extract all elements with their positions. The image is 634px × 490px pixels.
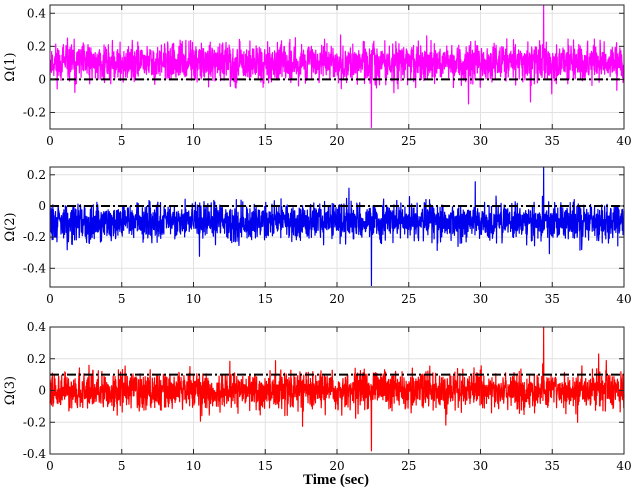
signal-line xyxy=(49,166,625,287)
y-tick-label: 0 xyxy=(38,384,46,398)
y-tick-label: 0 xyxy=(38,72,46,86)
y-tick-label: -0.4 xyxy=(23,261,47,275)
y-tick-label: -0.2 xyxy=(23,230,46,244)
subplot-omega-3: 0 5 10 15 20 25 30 35 40 -0.4 -0.2 0 0.2 0.4 Ω(3) xyxy=(3,320,632,473)
y-tick-label: -0.2 xyxy=(23,105,46,119)
x-tick-label: 0 xyxy=(46,292,54,306)
x-tick-label: 20 xyxy=(329,134,344,148)
x-tick-label: 35 xyxy=(545,292,560,306)
subplot-omega-1: 0 5 10 15 20 25 30 35 40 -0.2 0 0.2 0.4 Ω(1) xyxy=(3,4,632,148)
x-tick-label: 35 xyxy=(545,134,560,148)
x-tick-label: 10 xyxy=(186,459,201,473)
y-axis-label: Ω(2) xyxy=(3,212,18,241)
x-tick-label: 10 xyxy=(186,292,201,306)
x-tick-label: 0 xyxy=(46,134,54,148)
y-tick-label: 0.4 xyxy=(27,320,46,334)
y-tick-label: 0 xyxy=(38,199,46,213)
y-axis-label: Ω(1) xyxy=(3,52,18,81)
y-tick-label: 0.2 xyxy=(27,168,46,182)
x-tick-label: 40 xyxy=(616,292,631,306)
x-tick-label: 5 xyxy=(118,134,126,148)
x-tick-label: 40 xyxy=(616,459,631,473)
x-tick-label: 20 xyxy=(329,292,344,306)
signal-line xyxy=(49,4,625,128)
x-tick-label: 35 xyxy=(545,459,560,473)
y-tick-label: -0.2 xyxy=(23,415,46,429)
x-tick-label: 15 xyxy=(258,459,273,473)
x-tick-label: 25 xyxy=(401,459,416,473)
y-tick-label: -0.4 xyxy=(23,447,47,461)
y-tick-label: 0.4 xyxy=(27,6,46,20)
x-tick-label: 20 xyxy=(329,459,344,473)
x-tick-label: 25 xyxy=(401,292,416,306)
x-tick-label: 30 xyxy=(473,134,488,148)
y-tick-label: 0.2 xyxy=(27,39,46,53)
x-tick-label: 40 xyxy=(616,134,631,148)
x-tick-label: 30 xyxy=(473,292,488,306)
x-tick-label: 15 xyxy=(258,134,273,148)
x-tick-label: 15 xyxy=(258,292,273,306)
x-axis-label: Time (sec) xyxy=(303,472,369,488)
x-tick-label: 5 xyxy=(118,292,126,306)
y-tick-label: 0.2 xyxy=(27,352,46,366)
x-tick-label: 30 xyxy=(473,459,488,473)
x-tick-label: 25 xyxy=(401,134,416,148)
x-tick-label: 10 xyxy=(186,134,201,148)
y-axis-label: Ω(3) xyxy=(3,376,18,405)
subplot-omega-2: 0 5 10 15 20 25 30 35 40 -0.4 -0.2 0 0.2 Ω(2) xyxy=(3,166,632,306)
x-tick-label: 0 xyxy=(46,459,54,473)
x-tick-label: 5 xyxy=(118,459,126,473)
signal-line xyxy=(49,326,625,452)
